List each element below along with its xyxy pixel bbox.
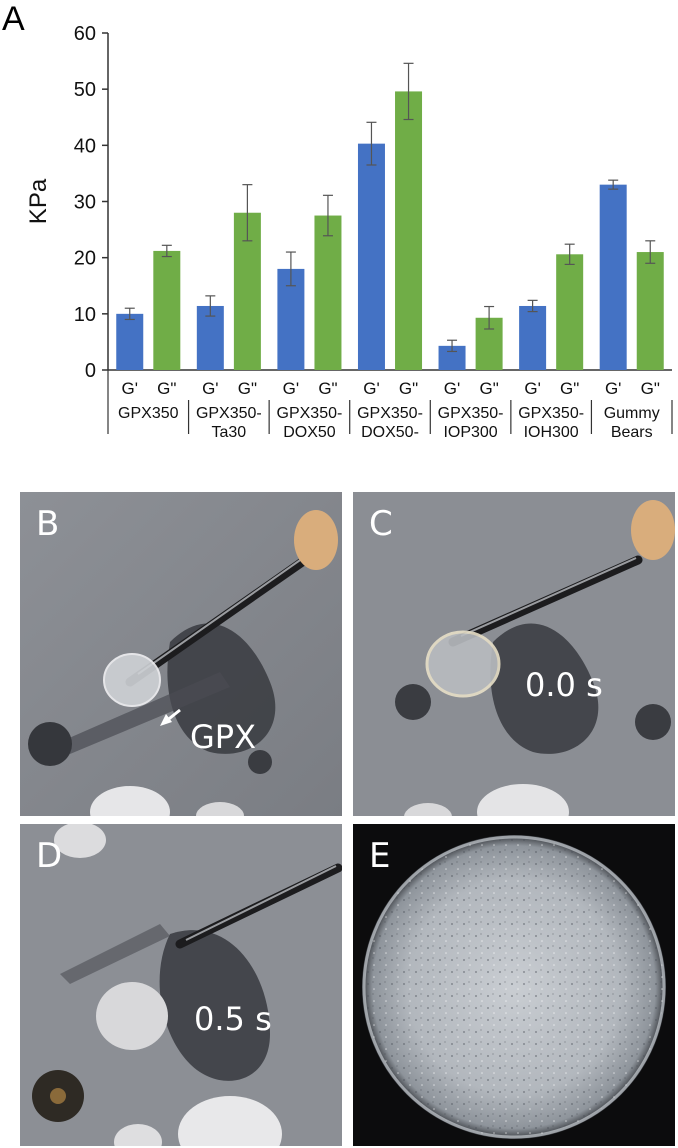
panel-b-photo: B GPX bbox=[20, 492, 342, 816]
x-group-label: Bears bbox=[611, 424, 653, 440]
y-tick-label: 50 bbox=[74, 79, 96, 101]
x-bar-label: G" bbox=[318, 379, 337, 398]
bar-chart: 0 10 20 30 40 50 60 KPa G' G" GPX350 G' G" GPX350- Ta3… bbox=[25, 23, 673, 440]
bar-g_double_prime bbox=[636, 252, 664, 370]
x-bar-label: G" bbox=[641, 379, 660, 398]
panel-d-time-annotation: 0.5 s bbox=[194, 1000, 272, 1038]
panel-b-label: B bbox=[36, 504, 60, 544]
x-group-label: GPX350- bbox=[518, 405, 584, 422]
bar-g_prime bbox=[116, 313, 144, 370]
bar-g_double_prime bbox=[395, 91, 423, 370]
bar-g_double_prime bbox=[153, 250, 181, 370]
y-tick-label: 20 bbox=[74, 248, 96, 270]
y-axis-title: KPa bbox=[25, 178, 52, 224]
panel-d-image bbox=[20, 824, 342, 1146]
x-group-label: Gummy bbox=[604, 405, 660, 422]
x-bar-label: G' bbox=[605, 379, 621, 398]
panel-c-time-annotation: 0.0 s bbox=[525, 666, 603, 704]
panel-d-label: D bbox=[36, 836, 63, 876]
bar-g_prime bbox=[519, 305, 547, 370]
x-group-label: GPX350- bbox=[357, 405, 423, 422]
y-tick-label: 40 bbox=[74, 135, 96, 157]
panel-c-photo: C 0.0 s bbox=[353, 492, 675, 816]
x-bar-label: G' bbox=[444, 379, 460, 398]
y-tick-label: 10 bbox=[74, 304, 96, 326]
panel-e-label: E bbox=[369, 836, 391, 876]
x-group-label: Ta30 bbox=[212, 424, 247, 440]
x-group-label: DOX50- bbox=[361, 424, 419, 440]
x-group-label: GPX350- bbox=[196, 405, 262, 422]
panel-e-image bbox=[353, 824, 675, 1146]
y-tick-label: 30 bbox=[74, 192, 96, 214]
x-bar-label: G' bbox=[524, 379, 540, 398]
panel-c-image bbox=[353, 492, 675, 816]
bar-g_double_prime bbox=[556, 254, 584, 370]
x-bar-label: G' bbox=[122, 379, 138, 398]
x-group-label: GPX350 bbox=[118, 405, 179, 422]
panel-b-image bbox=[20, 492, 342, 816]
x-bar-label: G" bbox=[238, 379, 257, 398]
x-bar-label: G' bbox=[283, 379, 299, 398]
x-group-label: GPX350- bbox=[277, 405, 343, 422]
x-group-label: DOX50 bbox=[283, 424, 336, 440]
bar-g_prime bbox=[599, 184, 627, 370]
panel-c-label: C bbox=[369, 504, 393, 544]
bar-g_double_prime bbox=[314, 215, 342, 370]
x-bar-label: G' bbox=[363, 379, 379, 398]
panel-a-label: A bbox=[2, 0, 25, 38]
y-tick-label: 0 bbox=[85, 360, 96, 382]
bar-g_prime bbox=[357, 143, 385, 370]
panel-b-gpx-annotation: GPX bbox=[190, 718, 257, 756]
x-group-label: IOP300 bbox=[443, 424, 497, 440]
y-tick-label: 60 bbox=[74, 23, 96, 45]
x-group-label: IOH300 bbox=[524, 424, 579, 440]
panel-e-photo: E bbox=[353, 824, 675, 1146]
panel-d-photo: D 0.5 s bbox=[20, 824, 342, 1146]
x-bar-label: G" bbox=[560, 379, 579, 398]
x-bar-label: G" bbox=[479, 379, 498, 398]
x-group-label: GPX350- bbox=[438, 405, 504, 422]
x-bar-label: G' bbox=[202, 379, 218, 398]
x-bar-label: G" bbox=[157, 379, 176, 398]
x-bar-label: G" bbox=[399, 379, 418, 398]
